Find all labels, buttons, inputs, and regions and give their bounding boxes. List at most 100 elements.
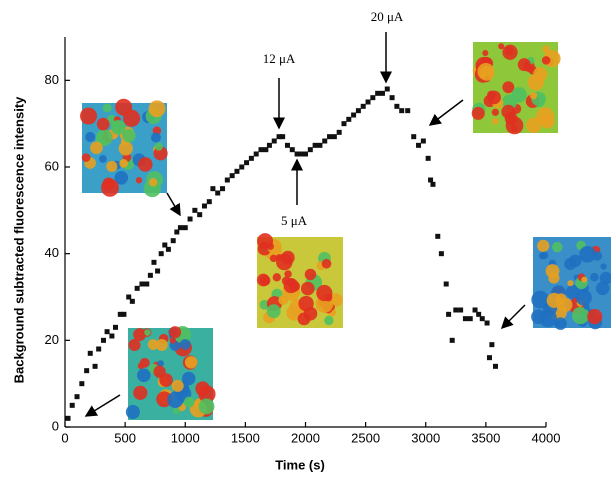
y-tick-label: 80 <box>45 72 59 87</box>
inset-blob <box>554 317 567 330</box>
point <box>197 212 203 218</box>
inset-blob <box>144 329 151 336</box>
inset-blob <box>533 66 548 82</box>
y-tick-label: 60 <box>45 158 59 173</box>
point <box>224 177 230 183</box>
inset-blob <box>85 131 96 143</box>
inset-blob <box>511 87 527 103</box>
x-tick-label: 0 <box>61 430 68 445</box>
inset-blob <box>115 98 133 116</box>
point <box>472 307 478 313</box>
point <box>192 207 198 213</box>
inset-blob <box>147 339 159 350</box>
inset-blob <box>502 81 515 94</box>
inset-blob <box>148 100 166 118</box>
inset-blob <box>81 153 91 162</box>
inset-blob <box>179 339 191 350</box>
inset-blob <box>111 120 123 132</box>
point <box>244 160 250 166</box>
inset-blob <box>184 356 198 369</box>
arrow <box>428 99 464 126</box>
point <box>479 316 485 322</box>
inset-blob <box>95 129 113 147</box>
point <box>271 138 277 144</box>
inset-image <box>80 98 168 198</box>
inset-blob <box>498 43 505 50</box>
x-axis-label: Time (s) <box>275 457 325 472</box>
point <box>462 316 468 322</box>
inset-blob <box>600 263 607 270</box>
point <box>248 155 254 161</box>
point <box>129 298 135 304</box>
point <box>92 363 98 369</box>
point <box>165 246 171 252</box>
point <box>284 142 290 148</box>
point <box>370 95 376 101</box>
arrow <box>500 304 526 330</box>
inset-blob <box>257 233 274 250</box>
point <box>187 216 193 222</box>
point <box>492 363 498 369</box>
y-axis-label: Background subtracted fluorescence inten… <box>11 96 26 384</box>
point <box>486 355 492 361</box>
point <box>476 311 482 317</box>
point <box>428 177 434 183</box>
point <box>312 142 318 148</box>
x-tick-label: 3000 <box>411 430 440 445</box>
point <box>484 320 490 326</box>
inset-blob <box>114 170 129 185</box>
point <box>74 394 80 400</box>
inset-blob <box>137 157 153 172</box>
inset-image <box>471 42 561 135</box>
point <box>253 151 259 157</box>
x-tick-label: 1000 <box>171 430 200 445</box>
inset-blob <box>183 396 195 408</box>
point <box>84 368 90 374</box>
inset-blob <box>587 309 603 325</box>
point <box>399 108 405 114</box>
inset-blob <box>119 158 129 168</box>
inset-blob <box>531 290 550 309</box>
point <box>303 151 308 157</box>
point <box>276 134 282 140</box>
point <box>384 86 390 92</box>
inset-blob <box>272 273 282 282</box>
x-tick-label: 4000 <box>532 430 561 445</box>
point <box>435 233 441 239</box>
inset-blob <box>101 178 119 197</box>
inset-blob <box>106 160 118 173</box>
point <box>365 99 371 105</box>
point <box>327 134 333 140</box>
inset-blob <box>157 360 164 367</box>
point <box>117 311 123 317</box>
point <box>104 329 110 335</box>
inset-image <box>531 237 611 330</box>
inset-blob <box>571 306 590 325</box>
point <box>177 225 183 231</box>
inset-blob <box>169 326 182 339</box>
point <box>121 311 127 317</box>
inset-blob <box>182 371 196 386</box>
inset-blob <box>167 391 184 408</box>
point <box>263 147 269 153</box>
inset-blob <box>579 245 596 263</box>
inset-blob <box>286 278 296 287</box>
inset-image <box>256 233 343 328</box>
point <box>139 281 145 287</box>
annotation: 12 μA <box>263 51 296 66</box>
inset-blob <box>542 45 550 53</box>
point <box>220 186 226 192</box>
point <box>206 199 212 205</box>
inset-blob <box>592 251 603 261</box>
point <box>317 142 323 148</box>
point <box>449 337 455 343</box>
point <box>489 342 495 348</box>
point <box>443 281 449 287</box>
point <box>425 155 431 161</box>
point <box>215 190 221 196</box>
point <box>375 90 381 96</box>
point <box>289 147 295 153</box>
inset-blob <box>90 141 103 155</box>
point <box>229 173 235 179</box>
